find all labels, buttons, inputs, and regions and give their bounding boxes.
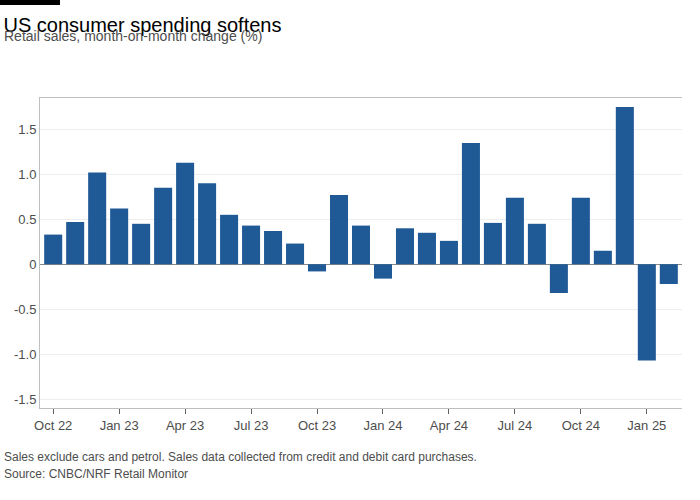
- svg-text:Jul 23: Jul 23: [234, 418, 269, 433]
- svg-text:Oct 23: Oct 23: [298, 418, 336, 433]
- svg-text:1.0: 1.0: [18, 167, 36, 182]
- svg-text:-0.5: -0.5: [14, 302, 36, 317]
- svg-text:-1.5: -1.5: [14, 392, 36, 407]
- svg-text:Oct 24: Oct 24: [562, 418, 600, 433]
- svg-text:-1.0: -1.0: [14, 347, 36, 362]
- svg-text:US consumer spending softens: US consumer spending softens: [4, 14, 282, 36]
- svg-text:Retail sales, month-on-month c: Retail sales, month-on-month change (%): [4, 28, 262, 44]
- svg-text:Jan 25: Jan 25: [627, 418, 666, 433]
- svg-text:1.5: 1.5: [18, 122, 36, 137]
- svg-text:Jan 23: Jan 23: [100, 418, 139, 433]
- svg-text:Oct 22: Oct 22: [34, 418, 72, 433]
- svg-text:Apr 23: Apr 23: [166, 418, 204, 433]
- svg-text:Jul 24: Jul 24: [498, 418, 533, 433]
- svg-text:Sales exclude cars and petrol.: Sales exclude cars and petrol. Sales dat…: [4, 450, 477, 464]
- svg-text:Source: CNBC/NRF Retail Monito: Source: CNBC/NRF Retail Monitor: [4, 467, 188, 481]
- svg-text:0.5: 0.5: [18, 212, 36, 227]
- svg-text:0: 0: [29, 257, 36, 272]
- svg-text:Jan 24: Jan 24: [363, 418, 402, 433]
- svg-text:Apr 24: Apr 24: [430, 418, 468, 433]
